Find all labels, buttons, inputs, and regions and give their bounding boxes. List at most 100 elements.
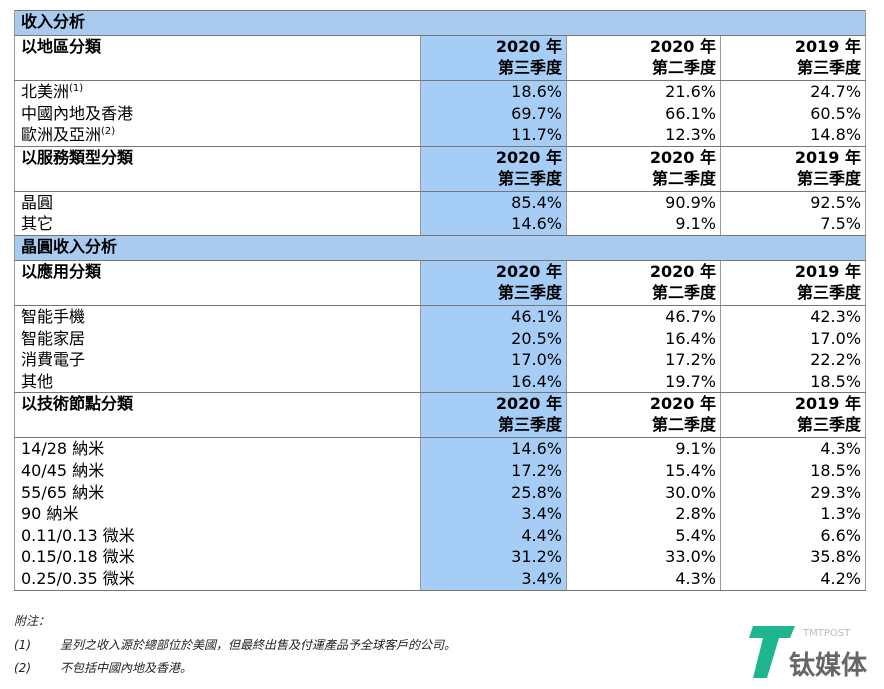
group-title: 以技術節點分類	[14, 392, 421, 439]
row-label-text: 0.11/0.13 微米	[21, 525, 135, 545]
data-row: 0.15/0.18 微米 31.2% 33.0% 35.8%	[14, 546, 867, 568]
row-label-text: 55/65 納米	[21, 482, 105, 502]
value-cell: 12.3%	[566, 124, 721, 147]
row-label: 90 納米	[14, 503, 421, 525]
value-cell: 2.8%	[566, 503, 721, 525]
row-label-text: 其他	[21, 371, 54, 391]
footnote: (1) 呈列之收入源於總部位於美國，但最終出售及付運產品予全球客戶的公司。	[14, 636, 456, 660]
row-label-text: 其它	[21, 214, 54, 234]
footnote-text: 不包括中國內地及香港。	[60, 661, 193, 675]
value-cell: 35.8%	[719, 546, 867, 568]
value-cell: 4.2%	[719, 567, 867, 591]
value-cell: 17.0%	[420, 349, 567, 371]
value-cell: 46.7%	[566, 305, 721, 328]
row-label-text: 0.25/0.35 微米	[21, 568, 135, 588]
row-label-text: 中國內地及香港	[21, 103, 134, 123]
row-label-text: 歐洲及亞洲	[21, 125, 102, 145]
value-cell: 14.6%	[420, 213, 567, 236]
row-label: 55/65 納米	[14, 481, 421, 504]
column-header-line: 第二季度	[651, 58, 716, 77]
column-header-line: 2020 年	[649, 261, 716, 281]
value-cell: 92.5%	[719, 191, 867, 214]
column-header-line: 第三季度	[797, 168, 862, 188]
column-header-line: 第三季度	[497, 282, 562, 302]
row-label-text: 40/45 納米	[21, 460, 105, 480]
column-header-line: 2019 年	[794, 147, 862, 167]
column-header-line: 2020 年	[495, 37, 562, 56]
column-header: 2020 年第三季度	[420, 260, 567, 306]
column-header-line: 2020 年	[495, 147, 562, 167]
data-row: 40/45 納米 17.2% 15.4% 18.5%	[14, 459, 867, 482]
column-header-line: 第二季度	[651, 168, 716, 188]
column-header-line: 2020 年	[649, 37, 716, 56]
value-cell: 18.5%	[719, 459, 867, 482]
value-cell: 17.0%	[719, 327, 867, 350]
row-label: 北美洲(1)	[14, 80, 421, 103]
logo-mark	[749, 626, 795, 678]
column-header-line: 2020 年	[495, 261, 562, 281]
data-row: 歐洲及亞洲(2) 11.7% 12.3% 14.8%	[14, 124, 867, 147]
column-header: 2020 年第二季度	[566, 35, 721, 81]
data-row: 北美洲(1) 18.6% 21.6% 24.7%	[14, 80, 867, 103]
row-label-text: 14/28 納米	[21, 439, 105, 459]
row-label: 14/28 納米	[14, 437, 421, 460]
value-cell: 4.4%	[420, 524, 567, 547]
row-label-text: 智能手機	[21, 306, 86, 326]
value-cell: 16.4%	[566, 327, 721, 350]
table-body: 收入分析 以地區分類 2020 年第三季度 2020 年第二季度 2019 年第三季度北…	[13, 10, 867, 591]
value-cell: 21.6%	[566, 80, 721, 103]
logo-name: 钛媒体	[789, 651, 868, 681]
column-header: 2020 年第二季度	[566, 392, 721, 439]
row-label: 中國內地及香港	[14, 102, 421, 125]
value-cell: 7.5%	[719, 213, 867, 236]
value-cell: 24.7%	[719, 80, 867, 103]
group-title: 以服務類型分類	[14, 146, 421, 192]
row-label-text: 90 納米	[21, 504, 79, 524]
footnote-ref: (2)	[101, 126, 116, 138]
column-header-line: 第三季度	[797, 58, 862, 77]
value-cell: 22.2%	[719, 349, 867, 371]
footnote-title: 附注：	[14, 614, 51, 628]
group-header-row: 以地區分類 2020 年第三季度 2020 年第二季度 2019 年第三季度	[14, 35, 867, 81]
data-row: 0.25/0.35 微米 3.4% 4.3% 4.2%	[14, 567, 867, 591]
footnote: (2) 不包括中國內地及香港。	[14, 659, 456, 683]
column-header: 2020 年第三季度	[420, 35, 567, 81]
row-label-text: 消費電子	[21, 350, 86, 370]
value-cell: 15.4%	[566, 459, 721, 482]
value-cell: 5.4%	[566, 524, 721, 547]
footnote-marker: (1)	[14, 637, 31, 652]
column-header: 2019 年第三季度	[719, 260, 867, 306]
value-cell: 14.8%	[719, 124, 867, 147]
column-header: 2020 年第二季度	[566, 260, 721, 306]
data-row: 90 納米 3.4% 2.8% 1.3%	[14, 503, 867, 525]
column-header-line: 2020 年	[649, 147, 716, 167]
column-header-line: 第三季度	[797, 415, 862, 435]
group-title: 以地區分類	[14, 35, 421, 81]
column-header-line: 2019 年	[794, 261, 862, 281]
value-cell: 3.4%	[420, 567, 567, 591]
row-label: 40/45 納米	[14, 459, 421, 482]
data-row: 55/65 納米 25.8% 30.0% 29.3%	[14, 481, 867, 504]
row-label: 0.25/0.35 微米	[14, 567, 421, 591]
value-cell: 16.4%	[420, 370, 567, 394]
column-header-line: 第三季度	[497, 168, 562, 188]
row-label: 0.11/0.13 微米	[14, 524, 421, 547]
value-cell: 9.1%	[566, 437, 721, 460]
value-cell: 11.7%	[420, 124, 567, 147]
logo-brand: TMTPOST	[802, 628, 851, 639]
row-label: 消費電子	[14, 349, 421, 371]
data-row: 智能手機 46.1% 46.7% 42.3%	[14, 305, 867, 328]
row-label-text: 北美洲	[21, 82, 70, 101]
data-row: 0.11/0.13 微米 4.4% 5.4% 6.6%	[14, 524, 867, 547]
row-label: 晶圓	[14, 191, 421, 214]
data-row: 智能家居 20.5% 16.4% 17.0%	[14, 327, 867, 350]
column-header: 2019 年第三季度	[719, 392, 867, 439]
row-label: 歐洲及亞洲(2)	[14, 124, 421, 147]
section-row: 晶圓收入分析	[13, 235, 867, 261]
column-header-line: 2019 年	[794, 394, 862, 414]
column-header-line: 第二季度	[651, 415, 716, 435]
value-cell: 17.2%	[566, 349, 721, 371]
value-cell: 20.5%	[420, 327, 567, 350]
value-cell: 85.4%	[420, 191, 567, 214]
